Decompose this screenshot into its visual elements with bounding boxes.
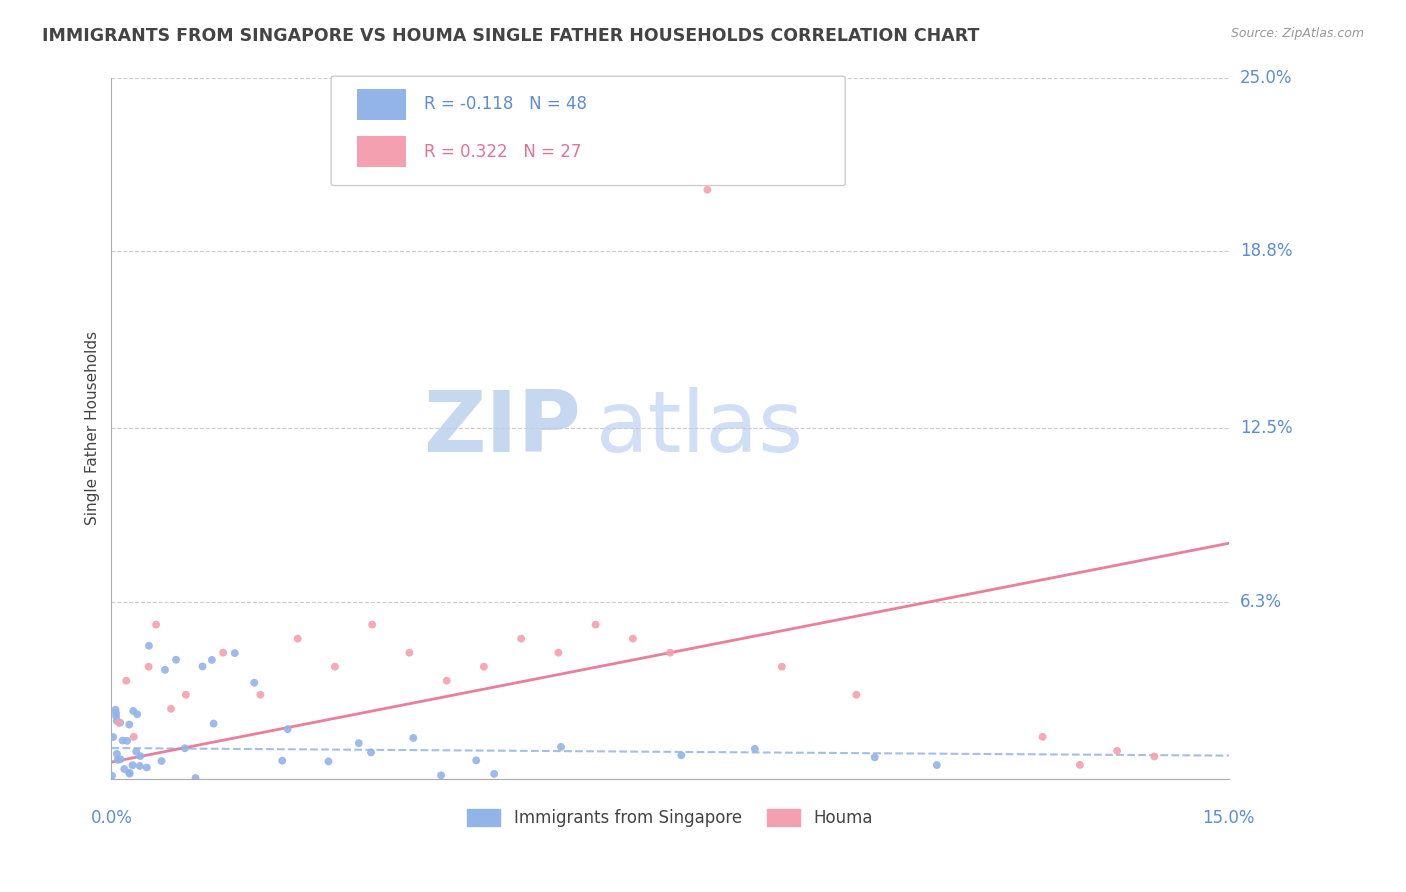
Point — [585, 617, 607, 632]
Point — [1069, 757, 1091, 772]
Point — [160, 702, 183, 716]
Point — [105, 714, 128, 728]
FancyBboxPatch shape — [332, 76, 845, 186]
Text: IMMIGRANTS FROM SINGAPORE VS HOUMA SINGLE FATHER HOUSEHOLDS CORRELATION CHART: IMMIGRANTS FROM SINGAPORE VS HOUMA SINGL… — [42, 27, 980, 45]
Point — [621, 632, 644, 646]
Text: R = -0.118   N = 48: R = -0.118 N = 48 — [425, 95, 588, 113]
Point — [224, 646, 246, 660]
Point — [202, 716, 225, 731]
Bar — [357, 88, 406, 120]
Point — [770, 659, 793, 673]
Point — [696, 183, 718, 197]
Point — [121, 758, 143, 772]
Point — [323, 659, 346, 673]
Point — [361, 617, 384, 632]
Point — [135, 760, 157, 774]
Point — [249, 688, 271, 702]
Point — [174, 688, 197, 702]
Point — [118, 766, 141, 780]
Text: atlas: atlas — [596, 387, 804, 470]
Point — [105, 709, 128, 723]
Point — [129, 749, 152, 764]
Point — [122, 730, 145, 744]
Point — [482, 767, 505, 781]
Point — [744, 742, 766, 756]
Point — [243, 675, 266, 690]
Point — [318, 755, 340, 769]
Point — [1143, 749, 1166, 764]
Point — [510, 632, 533, 646]
Point — [863, 750, 886, 764]
Legend: Immigrants from Singapore, Houma: Immigrants from Singapore, Houma — [461, 802, 880, 834]
Point — [138, 639, 160, 653]
Point — [125, 745, 148, 759]
Point — [436, 673, 458, 688]
Point — [101, 730, 124, 744]
Text: Source: ZipAtlas.com: Source: ZipAtlas.com — [1230, 27, 1364, 40]
Text: 12.5%: 12.5% — [1240, 419, 1292, 437]
Point — [105, 747, 128, 761]
Point — [105, 706, 128, 720]
Text: 6.3%: 6.3% — [1240, 593, 1282, 611]
Point — [271, 754, 294, 768]
Point — [128, 759, 150, 773]
Point — [118, 717, 141, 731]
Point — [184, 771, 207, 785]
Point — [430, 768, 453, 782]
Point — [212, 646, 235, 660]
Point — [1107, 744, 1129, 758]
Point — [118, 765, 141, 780]
Point — [472, 659, 495, 673]
Text: ZIP: ZIP — [423, 387, 581, 470]
Text: 18.8%: 18.8% — [1240, 243, 1292, 260]
Point — [173, 741, 195, 756]
Point — [277, 722, 299, 736]
Point — [925, 758, 948, 772]
Point — [101, 769, 124, 783]
Text: 15.0%: 15.0% — [1202, 809, 1256, 828]
Y-axis label: Single Father Households: Single Father Households — [86, 331, 100, 525]
Point — [153, 663, 176, 677]
Point — [112, 762, 135, 776]
Point — [165, 653, 187, 667]
Point — [287, 632, 309, 646]
Point — [122, 704, 145, 718]
Point — [115, 673, 138, 688]
Point — [108, 715, 131, 730]
Point — [550, 739, 572, 754]
Point — [547, 646, 569, 660]
Point — [104, 703, 127, 717]
Point — [110, 752, 132, 766]
Point — [150, 754, 173, 768]
Point — [1032, 730, 1054, 744]
Point — [108, 715, 131, 730]
Text: 25.0%: 25.0% — [1240, 69, 1292, 87]
Point — [107, 753, 129, 767]
Point — [138, 659, 160, 673]
Point — [360, 746, 382, 760]
Text: 0.0%: 0.0% — [90, 809, 132, 828]
Bar — [357, 136, 406, 168]
Point — [127, 707, 149, 722]
Point — [659, 646, 682, 660]
Point — [845, 688, 868, 702]
Point — [465, 753, 488, 767]
Point — [111, 733, 134, 747]
Text: R = 0.322   N = 27: R = 0.322 N = 27 — [425, 143, 582, 161]
Point — [145, 617, 167, 632]
Point — [671, 748, 693, 763]
Point — [398, 646, 420, 660]
Point — [191, 659, 214, 673]
Point — [115, 734, 138, 748]
Point — [347, 736, 370, 750]
Point — [402, 731, 425, 745]
Point — [201, 653, 224, 667]
